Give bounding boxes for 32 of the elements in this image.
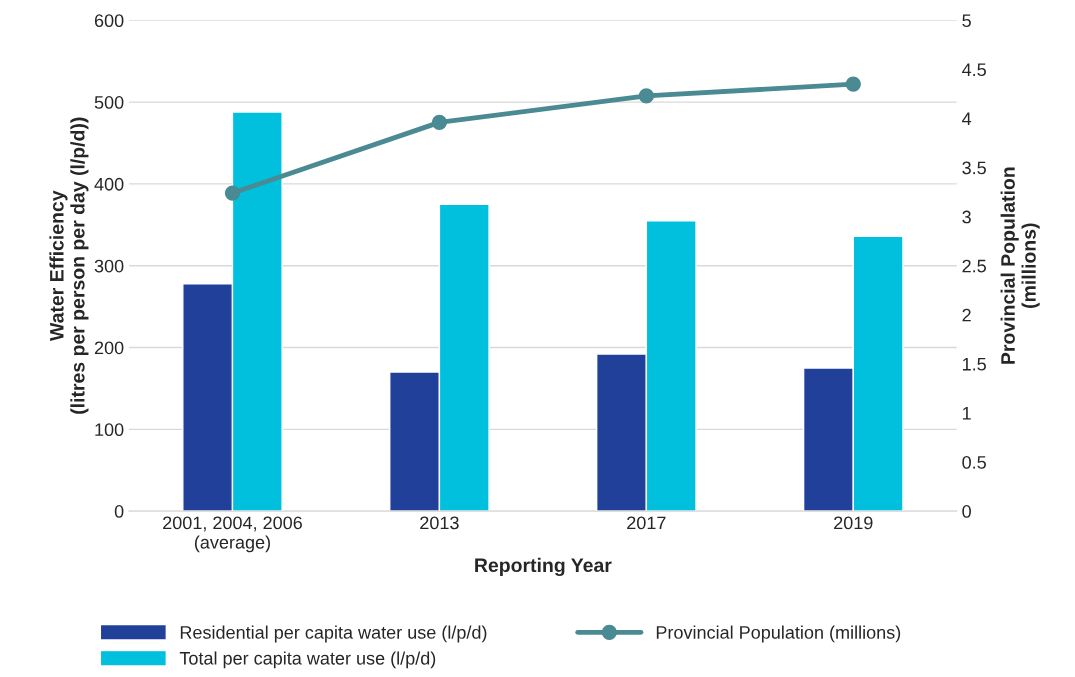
y2-tick-label: 1 <box>962 407 971 420</box>
y-tick-label: 300 <box>94 259 124 273</box>
legend-label: Residential per capita water use (l/p/d) <box>180 625 487 643</box>
y2-tick-label: 3 <box>962 210 971 224</box>
y-tick-label: 600 <box>94 14 124 28</box>
x-tick-label: 2017 <box>627 516 666 530</box>
y2-tick-label: 0.5 <box>962 455 986 469</box>
y2-tick-label: 1.5 <box>962 358 986 371</box>
y2-tick-label: 4 <box>962 112 972 126</box>
y2-tick-label: 3.5 <box>962 161 986 175</box>
y-axis-title: Water Efficiency (litres per person per day (l/p/d)) <box>49 117 89 414</box>
y2-tick-label: 2.5 <box>962 259 986 273</box>
point <box>638 88 654 104</box>
y-tick-label: 500 <box>94 96 124 109</box>
x-axis-title: Reporting Year <box>475 557 612 577</box>
x-tick-label: 2013 <box>420 516 459 530</box>
y2-axis-title: Provincial Population (millions) <box>1000 167 1040 364</box>
y2-tick-label: 5 <box>962 14 971 28</box>
x-tick-label: 2001, 2004, 2006 (average) <box>163 516 302 553</box>
x-tick-label: 2019 <box>834 516 873 530</box>
y-tick-label: 200 <box>94 341 124 355</box>
legend-label: Total per capita water use (l/p/d) <box>179 651 436 669</box>
y-tick-label: 100 <box>95 423 124 437</box>
y2-tick-label: 2 <box>962 308 971 322</box>
point <box>845 76 861 92</box>
y2-tick-label: 0 <box>962 505 971 518</box>
legend-label: Provincial Population (millions) <box>656 625 901 643</box>
point <box>431 114 448 131</box>
y-tick-label: 400 <box>94 177 124 191</box>
y-tick-label: 0 <box>114 505 124 518</box>
point <box>224 185 241 201</box>
y2-tick-label: 4.5 <box>962 63 986 77</box>
